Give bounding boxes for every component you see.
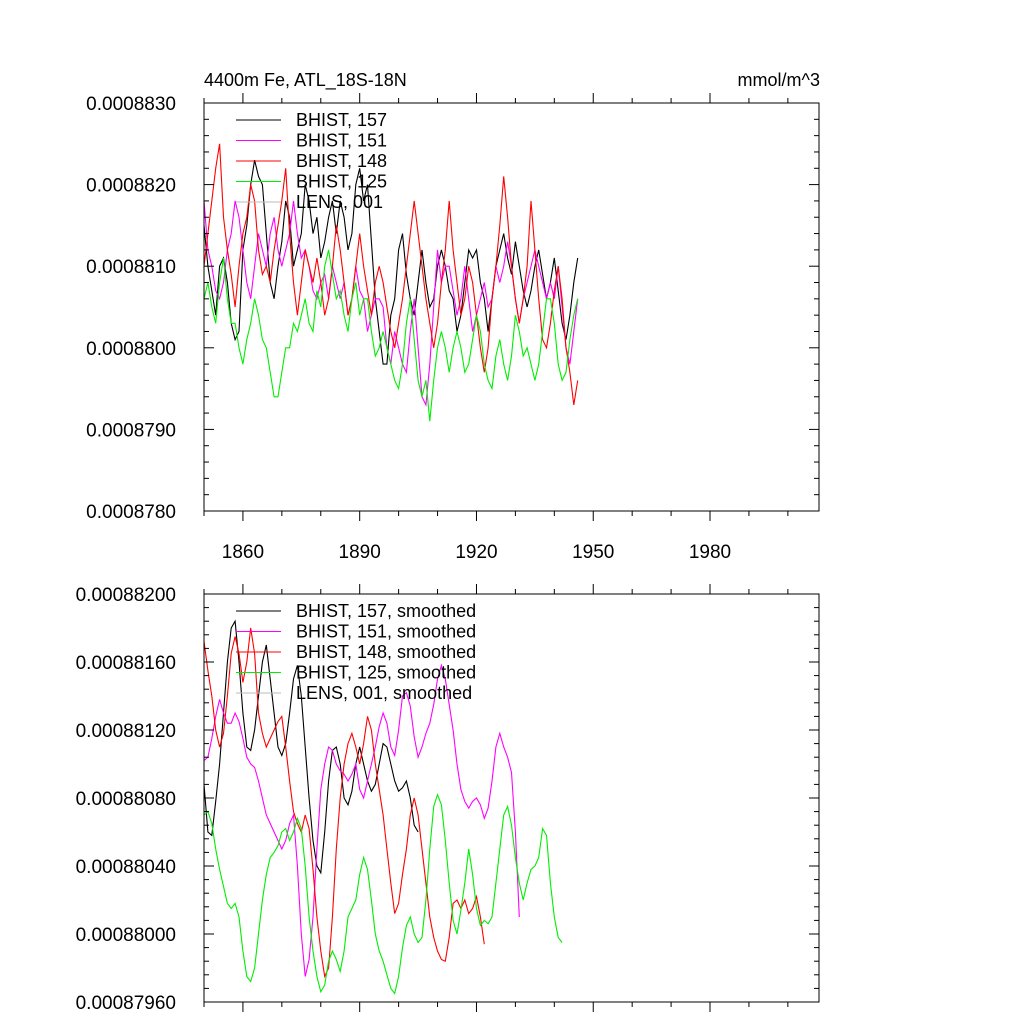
ytick-label: 0.00087960 xyxy=(76,993,176,1014)
bottom-axis-ticks: 0.00087960 0.00088000 0.00088040 0.00088080… xyxy=(76,584,819,1014)
xtick-label: 1950 xyxy=(572,542,614,563)
legend-label: LENS, 001 xyxy=(296,192,383,212)
ytick-label: 0.00088040 xyxy=(76,857,176,878)
legend-label: LENS, 001, smoothed xyxy=(296,683,472,703)
legend-label: BHIST, 148, smoothed xyxy=(296,642,476,662)
ytick-label: 0.0008790 xyxy=(86,420,176,441)
legend-label: BHIST, 151 xyxy=(296,131,387,151)
ytick-label: 0.00088000 xyxy=(76,925,176,946)
top-panel-title: 4400m Fe, ATL_18S-18N xyxy=(204,70,407,91)
series-line-1-2 xyxy=(203,627,485,979)
xtick-label: 1980 xyxy=(689,542,731,563)
xtick-label: 1890 xyxy=(339,542,381,563)
top-plot-lines xyxy=(203,143,579,422)
top-panel-units: mmol/m^3 xyxy=(738,70,820,90)
series-line-0-2 xyxy=(203,143,579,405)
xtick-label: 1860 xyxy=(222,542,264,563)
ytick-label: 0.0008830 xyxy=(86,94,176,115)
top-axis-ticks: 0.0008780 0.0008790 0.0008800 0.0008810 0.00… xyxy=(86,93,819,563)
top-panel: 4400m Fe, ATL_18S-18N mmol/m^3 0.0008780… xyxy=(86,70,820,563)
legend-label: BHIST, 157 xyxy=(296,110,387,130)
legend-label: BHIST, 125, smoothed xyxy=(296,663,476,683)
ytick-label: 0.0008820 xyxy=(86,176,176,197)
series-line-0-0 xyxy=(203,159,579,365)
ytick-label: 0.0008800 xyxy=(86,339,176,360)
xtick-label: 1920 xyxy=(455,542,497,563)
bottom-plot-lines xyxy=(203,619,563,995)
legend-label: BHIST, 157, smoothed xyxy=(296,601,476,621)
ytick-label: 0.0008810 xyxy=(86,257,176,278)
ytick-label: 0.00088160 xyxy=(76,653,176,674)
ytick-label: 0.00088080 xyxy=(76,789,176,810)
ytick-label: 0.00088200 xyxy=(76,585,176,606)
bottom-panel: 0.00087960 0.00088000 0.00088040 0.00088080… xyxy=(76,584,820,1014)
series-line-1-3 xyxy=(203,792,563,995)
ytick-label: 0.00088120 xyxy=(76,721,176,742)
top-plot-frame xyxy=(203,102,820,512)
series-line-1-0 xyxy=(203,619,419,875)
legend-label: BHIST, 151, smoothed xyxy=(296,622,476,642)
series-line-0-1 xyxy=(203,200,579,407)
legend-label: BHIST, 125 xyxy=(296,172,387,192)
ytick-label: 0.0008780 xyxy=(86,502,176,523)
legend-label: BHIST, 148 xyxy=(296,151,387,171)
series-line-0-3 xyxy=(203,249,579,422)
series-line-1-1 xyxy=(203,663,520,977)
